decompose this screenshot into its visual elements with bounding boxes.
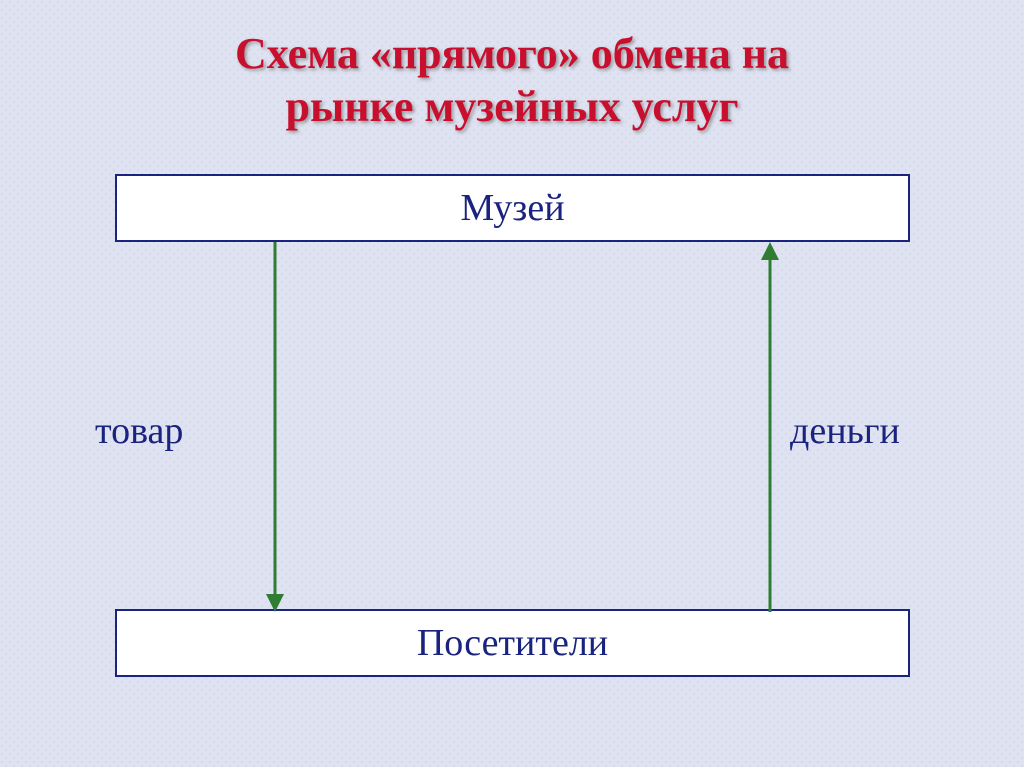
title-line-1: Схема «прямого» обмена на (235, 29, 789, 78)
diagram-title: Схема «прямого» обмена на рынке музейных… (0, 0, 1024, 134)
visitors-box: Посетители (115, 609, 910, 677)
money-arrow-icon (758, 242, 782, 612)
money-label: деньги (790, 409, 900, 453)
museum-label: Музей (460, 186, 564, 230)
museum-box: Музей (115, 174, 910, 242)
goods-label: товар (95, 409, 183, 453)
exchange-diagram: Музей Посетители товар деньги (0, 164, 1024, 724)
goods-arrow-icon (263, 242, 287, 612)
title-line-2: рынке музейных услуг (285, 82, 738, 131)
visitors-label: Посетители (417, 621, 608, 665)
